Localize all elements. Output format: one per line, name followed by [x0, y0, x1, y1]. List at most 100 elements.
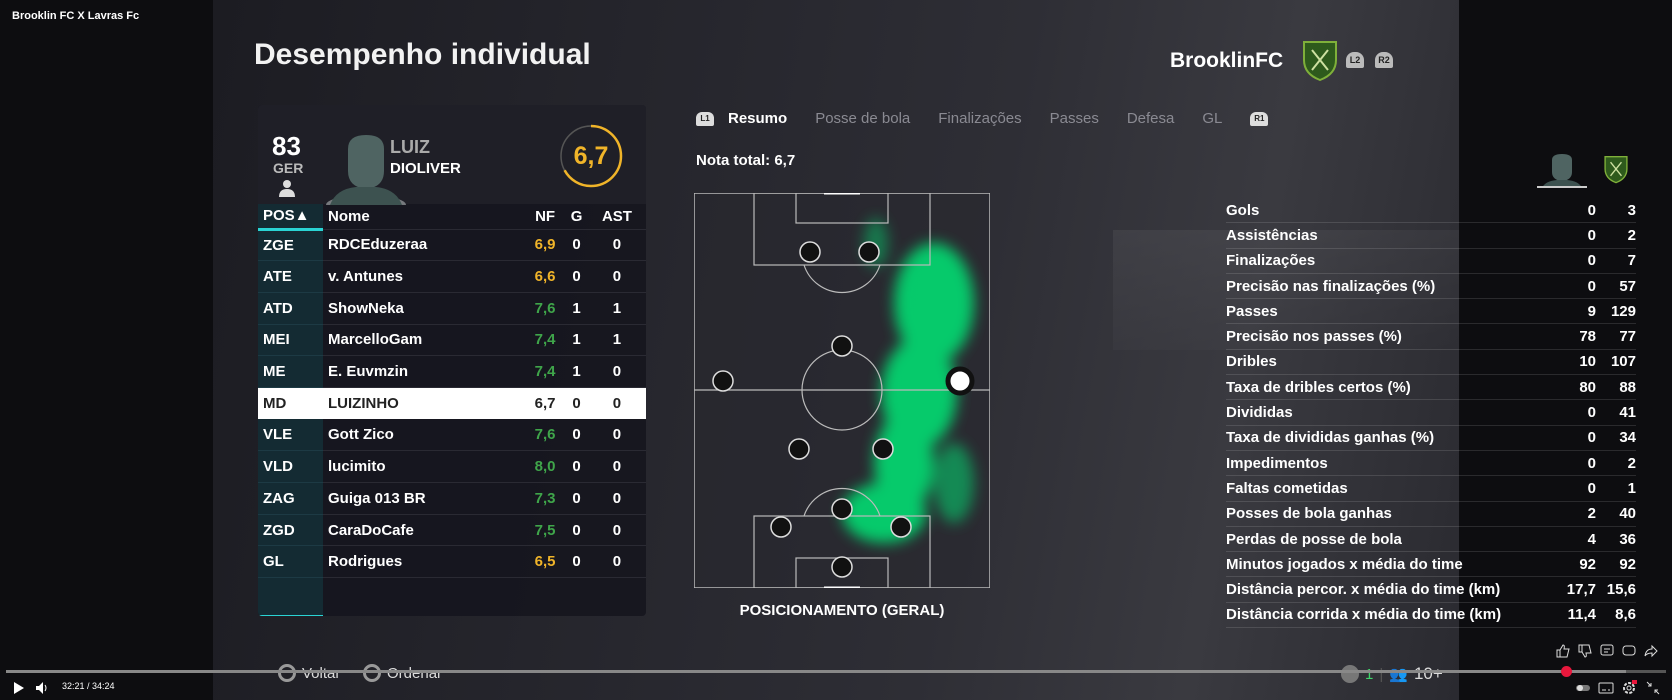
- stat-row: Faltas cometidas 0 1: [1226, 476, 1636, 502]
- video-title: Brooklin FC X Lavras Fc: [12, 10, 140, 22]
- settings-icon[interactable]: [1621, 680, 1637, 696]
- tab-gl[interactable]: GL: [1202, 110, 1223, 127]
- player-assists: 0: [587, 355, 646, 388]
- player-row[interactable]: ATE v. Antunes 6,6 0 0: [258, 260, 646, 293]
- like-icon[interactable]: [1555, 643, 1571, 659]
- player-rating: 7,4: [524, 355, 566, 388]
- tab-passes[interactable]: Passes: [1049, 110, 1099, 127]
- player-row[interactable]: VLE Gott Zico 7,6 0 0: [258, 419, 646, 452]
- l2-button-icon[interactable]: L2: [1346, 52, 1364, 68]
- column-pos[interactable]: POS▲: [258, 204, 323, 231]
- stat-team-value: 8,6: [1615, 606, 1636, 624]
- stat-team-value: 77: [1619, 328, 1636, 346]
- comment-icon[interactable]: [1599, 643, 1615, 659]
- player-avatar-small: [1537, 154, 1587, 188]
- column-name[interactable]: Nome: [323, 204, 525, 230]
- player-row[interactable]: GL Rodrigues 6,5 0 0: [258, 545, 646, 579]
- tab-defesa[interactable]: Defesa: [1126, 110, 1175, 127]
- exit-fullscreen-icon[interactable]: [1645, 680, 1661, 696]
- player-name: LUIZINHO: [323, 387, 525, 420]
- teammate-marker: [831, 498, 853, 520]
- r2-button-icon[interactable]: R2: [1375, 52, 1393, 68]
- tab-resumo[interactable]: Resumo: [728, 110, 788, 127]
- player-row[interactable]: ATD ShowNeka 7,6 1 1: [258, 292, 646, 325]
- back-hint[interactable]: Voltar: [278, 664, 340, 682]
- stat-label: Passes: [1226, 302, 1278, 320]
- stat-label: Precisão nas finalizações (%): [1226, 277, 1436, 295]
- progress-handle[interactable]: [1561, 666, 1573, 677]
- stat-row: Divididas 0 41: [1226, 400, 1636, 426]
- player-row[interactable]: VLD lucimito 8,0 0 0: [258, 450, 646, 483]
- sort-hint[interactable]: Ordenar: [363, 664, 442, 682]
- stat-label: Gols: [1226, 201, 1260, 219]
- autoplay-toggle[interactable]: [1575, 680, 1591, 696]
- player-assists: 0: [587, 229, 646, 262]
- teammate-marker: [831, 335, 853, 357]
- stat-player-value: 80: [1579, 378, 1596, 396]
- viewers-count: 10+: [1413, 664, 1443, 683]
- tab-posse-de-bola[interactable]: Posse de bola: [815, 110, 911, 127]
- stat-row: Minutos jogados x média do time 92 92: [1226, 552, 1636, 578]
- column-nf[interactable]: NF: [524, 204, 566, 230]
- player-assists: 0: [587, 387, 646, 420]
- player-row[interactable]: ZAG Guiga 013 BR 7,3 0 0: [258, 482, 646, 515]
- player-row[interactable]: ZGE RDCEduzeraa 6,9 0 0: [258, 229, 646, 262]
- stat-row: Passes 9 129: [1226, 299, 1636, 325]
- teammate-marker: [799, 241, 821, 263]
- player-rating: 6,7: [573, 142, 609, 170]
- player-goals: 1: [565, 292, 588, 325]
- heatmap-area: [842, 218, 974, 543]
- volume-icon[interactable]: [34, 680, 50, 696]
- team-name: BrooklinFC: [1170, 49, 1284, 72]
- stat-row: Precisão nas finalizações (%) 0 57: [1226, 274, 1636, 300]
- stat-row: Posses de bola ganhas 2 40: [1226, 502, 1636, 527]
- player-row[interactable]: ME E. Euvmzin 7,4 1 0: [258, 355, 646, 388]
- player-role: GER: [273, 160, 304, 176]
- tab-finalizações[interactable]: Finalizações: [938, 110, 1022, 127]
- play-icon[interactable]: [10, 680, 26, 696]
- stat-team-value: 15,6: [1606, 581, 1636, 599]
- stat-team-value: 2: [1627, 226, 1636, 244]
- pos: ZGE: [258, 229, 323, 262]
- player-row[interactable]: MEI MarcelloGam 7,4 1 1: [258, 324, 646, 357]
- player-avatar: [326, 135, 406, 205]
- stat-row: Taxa de divididas ganhas (%) 0 34: [1226, 426, 1636, 451]
- pos: ME: [258, 355, 323, 388]
- player-goals: 1: [565, 324, 588, 357]
- video-time: 32:21 / 34:24: [62, 681, 115, 691]
- column-ast[interactable]: AST: [587, 204, 646, 230]
- stat-team-value: 57: [1619, 277, 1636, 295]
- player-name: Guiga 013 BR: [323, 482, 525, 515]
- arrow-icon: [1341, 665, 1359, 683]
- r1-button-icon[interactable]: R1: [1250, 111, 1269, 126]
- people-icon: 👥: [1389, 666, 1408, 683]
- player-goals: 0: [565, 482, 588, 515]
- player-row[interactable]: ZGD CaraDoCafe 7,5 0 0: [258, 514, 646, 547]
- player-assists: 0: [587, 419, 646, 452]
- pos: GL: [258, 545, 323, 579]
- sort-label: Ordenar: [387, 664, 443, 682]
- player-goals: 0: [565, 545, 588, 579]
- stat-player-value: 92: [1579, 555, 1596, 573]
- player-last-name: DIOLIVER: [390, 160, 461, 177]
- stat-team-value: 40: [1619, 505, 1636, 523]
- chat-icon[interactable]: [1621, 643, 1637, 659]
- stat-label: Perdas de posse de bola: [1226, 530, 1402, 548]
- stat-player-value: 78: [1579, 328, 1596, 346]
- captions-icon[interactable]: [1598, 680, 1614, 696]
- player-rating: 8,0: [524, 450, 566, 483]
- l1-button-icon[interactable]: L1: [696, 111, 714, 126]
- stats-header: [1041, 154, 1641, 211]
- player-name: ShowNeka: [323, 292, 525, 325]
- stat-row: Perdas de posse de bola 4 36: [1226, 527, 1636, 553]
- stat-team-value: 88: [1619, 378, 1636, 396]
- teammate-marker: [712, 370, 734, 392]
- video-progress-bar[interactable]: [6, 666, 1666, 677]
- player-assists: 1: [587, 324, 646, 357]
- share-icon[interactable]: [1643, 643, 1659, 659]
- page-title: Desempenho individual: [254, 38, 591, 71]
- dislike-icon[interactable]: [1577, 643, 1593, 659]
- stat-team-value: 3: [1627, 201, 1636, 219]
- column-g[interactable]: G: [565, 204, 588, 230]
- player-row[interactable]: MD LUIZINHO 6,7 0 0: [258, 387, 646, 420]
